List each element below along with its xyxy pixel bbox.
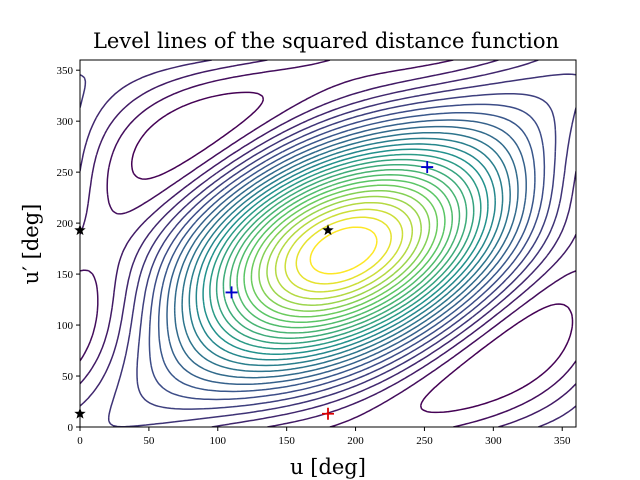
contour-line [295, 216, 392, 285]
x-tick-label: 200 [347, 435, 364, 447]
contour-line [209, 153, 482, 350]
contour-line [236, 174, 454, 329]
contour-line [181, 131, 511, 373]
contour-line [250, 184, 439, 318]
x-axis-label: u [deg] [290, 455, 366, 479]
contour-line [173, 125, 519, 379]
contour-line [274, 201, 414, 300]
contour-line [195, 143, 496, 361]
y-tick-label: 200 [57, 218, 74, 230]
star-marker [322, 224, 334, 236]
star-marker [74, 224, 86, 236]
contour-line [258, 189, 431, 312]
contour-line [166, 119, 527, 386]
contour-line [284, 208, 404, 293]
contour-line [229, 168, 461, 334]
contour-line [130, 91, 574, 414]
contour-line [80, 60, 576, 427]
contour-line [188, 137, 504, 367]
contour-line [215, 158, 475, 345]
contour-line [157, 111, 536, 393]
star-marker [74, 407, 86, 419]
y-tick-label: 100 [57, 320, 74, 332]
contour-line [222, 163, 468, 339]
contour-line [148, 103, 546, 401]
x-tick-label: 250 [416, 435, 433, 447]
y-tick-label: 150 [57, 269, 74, 281]
plot-frame [79, 59, 577, 428]
x-tick-label: 150 [278, 435, 295, 447]
x-tick-label: 50 [143, 435, 155, 447]
x-tick-label: 0 [77, 435, 83, 447]
contour-line [309, 226, 378, 275]
x-tick-label: 300 [485, 435, 502, 447]
plus-marker [421, 161, 434, 174]
contour-line [136, 93, 557, 410]
contour-line [80, 73, 576, 427]
y-tick-label: 350 [57, 65, 74, 77]
y-tick-label: 50 [62, 371, 74, 383]
y-tick-label: 0 [68, 422, 74, 434]
plus-marker [322, 407, 334, 420]
plus-marker [225, 286, 238, 299]
x-tick-label: 350 [554, 435, 571, 447]
contour-line [266, 195, 422, 306]
y-tick-label: 300 [57, 116, 74, 128]
contour-line [243, 179, 446, 324]
contour-lines [80, 60, 576, 427]
x-tick-label: 100 [210, 435, 227, 447]
y-tick-label: 250 [57, 167, 74, 179]
chart-title: Level lines of the squared distance func… [93, 29, 559, 53]
contour-line [202, 148, 489, 355]
y-axis-label: u′ [deg] [19, 204, 43, 285]
